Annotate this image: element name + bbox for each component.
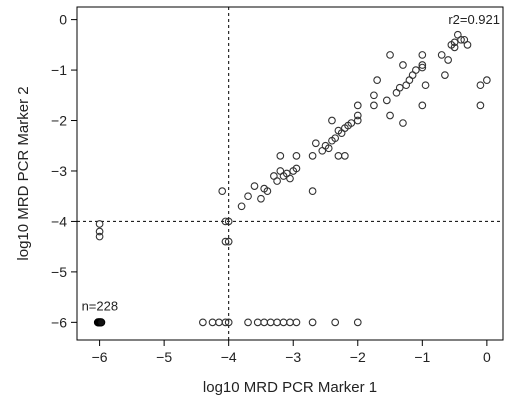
data-point [308,187,317,196]
data-point [328,116,336,125]
data-point [273,318,281,327]
data-point [257,194,265,203]
data-point [308,151,317,160]
data-point [292,318,301,327]
data-point [95,220,104,228]
data-point [476,81,485,90]
data-point [418,63,427,72]
x-tick-label: −5 [156,349,172,365]
x-tick-label: 0 [483,349,491,365]
x-axis-title: log10 MRD PCR Marker 1 [203,379,377,396]
data-point [208,318,217,327]
data-point [224,237,233,246]
data-point [370,91,378,100]
data-point [412,66,420,74]
plot-frame [76,6,504,341]
data-point [221,217,230,226]
data-point [418,101,427,110]
data-point [244,318,252,327]
data-point [386,51,394,59]
n-annotation: n=228 [82,298,119,313]
data-point [483,76,491,85]
data-point [353,318,362,327]
data-point [260,318,269,327]
data-point [292,151,301,160]
data-point [418,61,427,69]
data-point [244,192,252,201]
data-point [276,151,285,160]
y-tick-label: −1 [51,62,67,78]
data-point [250,182,259,190]
data-point [341,151,349,160]
x-tick-label: −6 [92,349,108,365]
data-point [266,318,275,327]
data-point [237,202,246,211]
data-point [476,101,485,110]
data-point [450,43,459,52]
data-point [311,139,320,148]
data-point [353,111,362,120]
data-point [382,96,391,105]
data-point [263,187,272,196]
data-point [215,318,223,327]
data-point [221,318,230,327]
reference-lines [77,7,503,340]
y-tick-label: 0 [59,12,67,28]
data-point [95,227,104,236]
data-point [370,101,378,110]
data-point [279,318,288,327]
data-point [395,83,404,92]
data-point [324,144,333,153]
data-point [224,318,233,327]
data-point [373,76,381,85]
cluster-point [97,318,106,327]
data-point [457,35,465,44]
data-point [418,51,427,59]
data-point [331,134,340,143]
data-point [353,116,362,125]
x-tick-label: −1 [414,349,430,365]
data-point [273,177,281,185]
r2-annotation: r2=0.921 [448,12,500,27]
data-point [334,151,343,160]
x-tick-label: −4 [221,349,237,365]
x-tick-label: −2 [350,349,366,365]
data-point [199,318,207,327]
data-point [253,318,262,327]
data-point [221,237,230,246]
data-point [441,71,449,79]
data-point [399,119,407,127]
data-point [399,61,407,69]
data-point [218,187,227,196]
y-tick-label: −5 [51,264,67,280]
data-point [286,174,294,183]
data-point [386,111,394,120]
axis-ticks: −6 −5 −4 −3 −2 −1 0 0 −1 −2 −3 −4 −5 −6 [51,12,491,365]
y-tick-label: −2 [51,113,67,129]
y-axis-title: log10 MRD PCR Marker 2 [15,86,32,260]
y-tick-label: −3 [51,163,67,179]
data-point [224,217,233,226]
y-tick-label: −4 [51,213,67,229]
data-point [463,40,472,49]
data-point [347,119,356,127]
data-point [308,318,317,327]
data-points [93,30,491,327]
data-point [444,56,452,64]
data-point [437,51,446,59]
data-point [331,318,340,327]
data-point [450,38,459,47]
y-tick-label: −6 [51,314,67,330]
data-point [292,164,301,173]
data-point [286,318,294,327]
data-point [353,101,362,110]
data-point [95,232,104,241]
x-tick-label: −3 [285,349,301,365]
data-point [421,81,430,90]
